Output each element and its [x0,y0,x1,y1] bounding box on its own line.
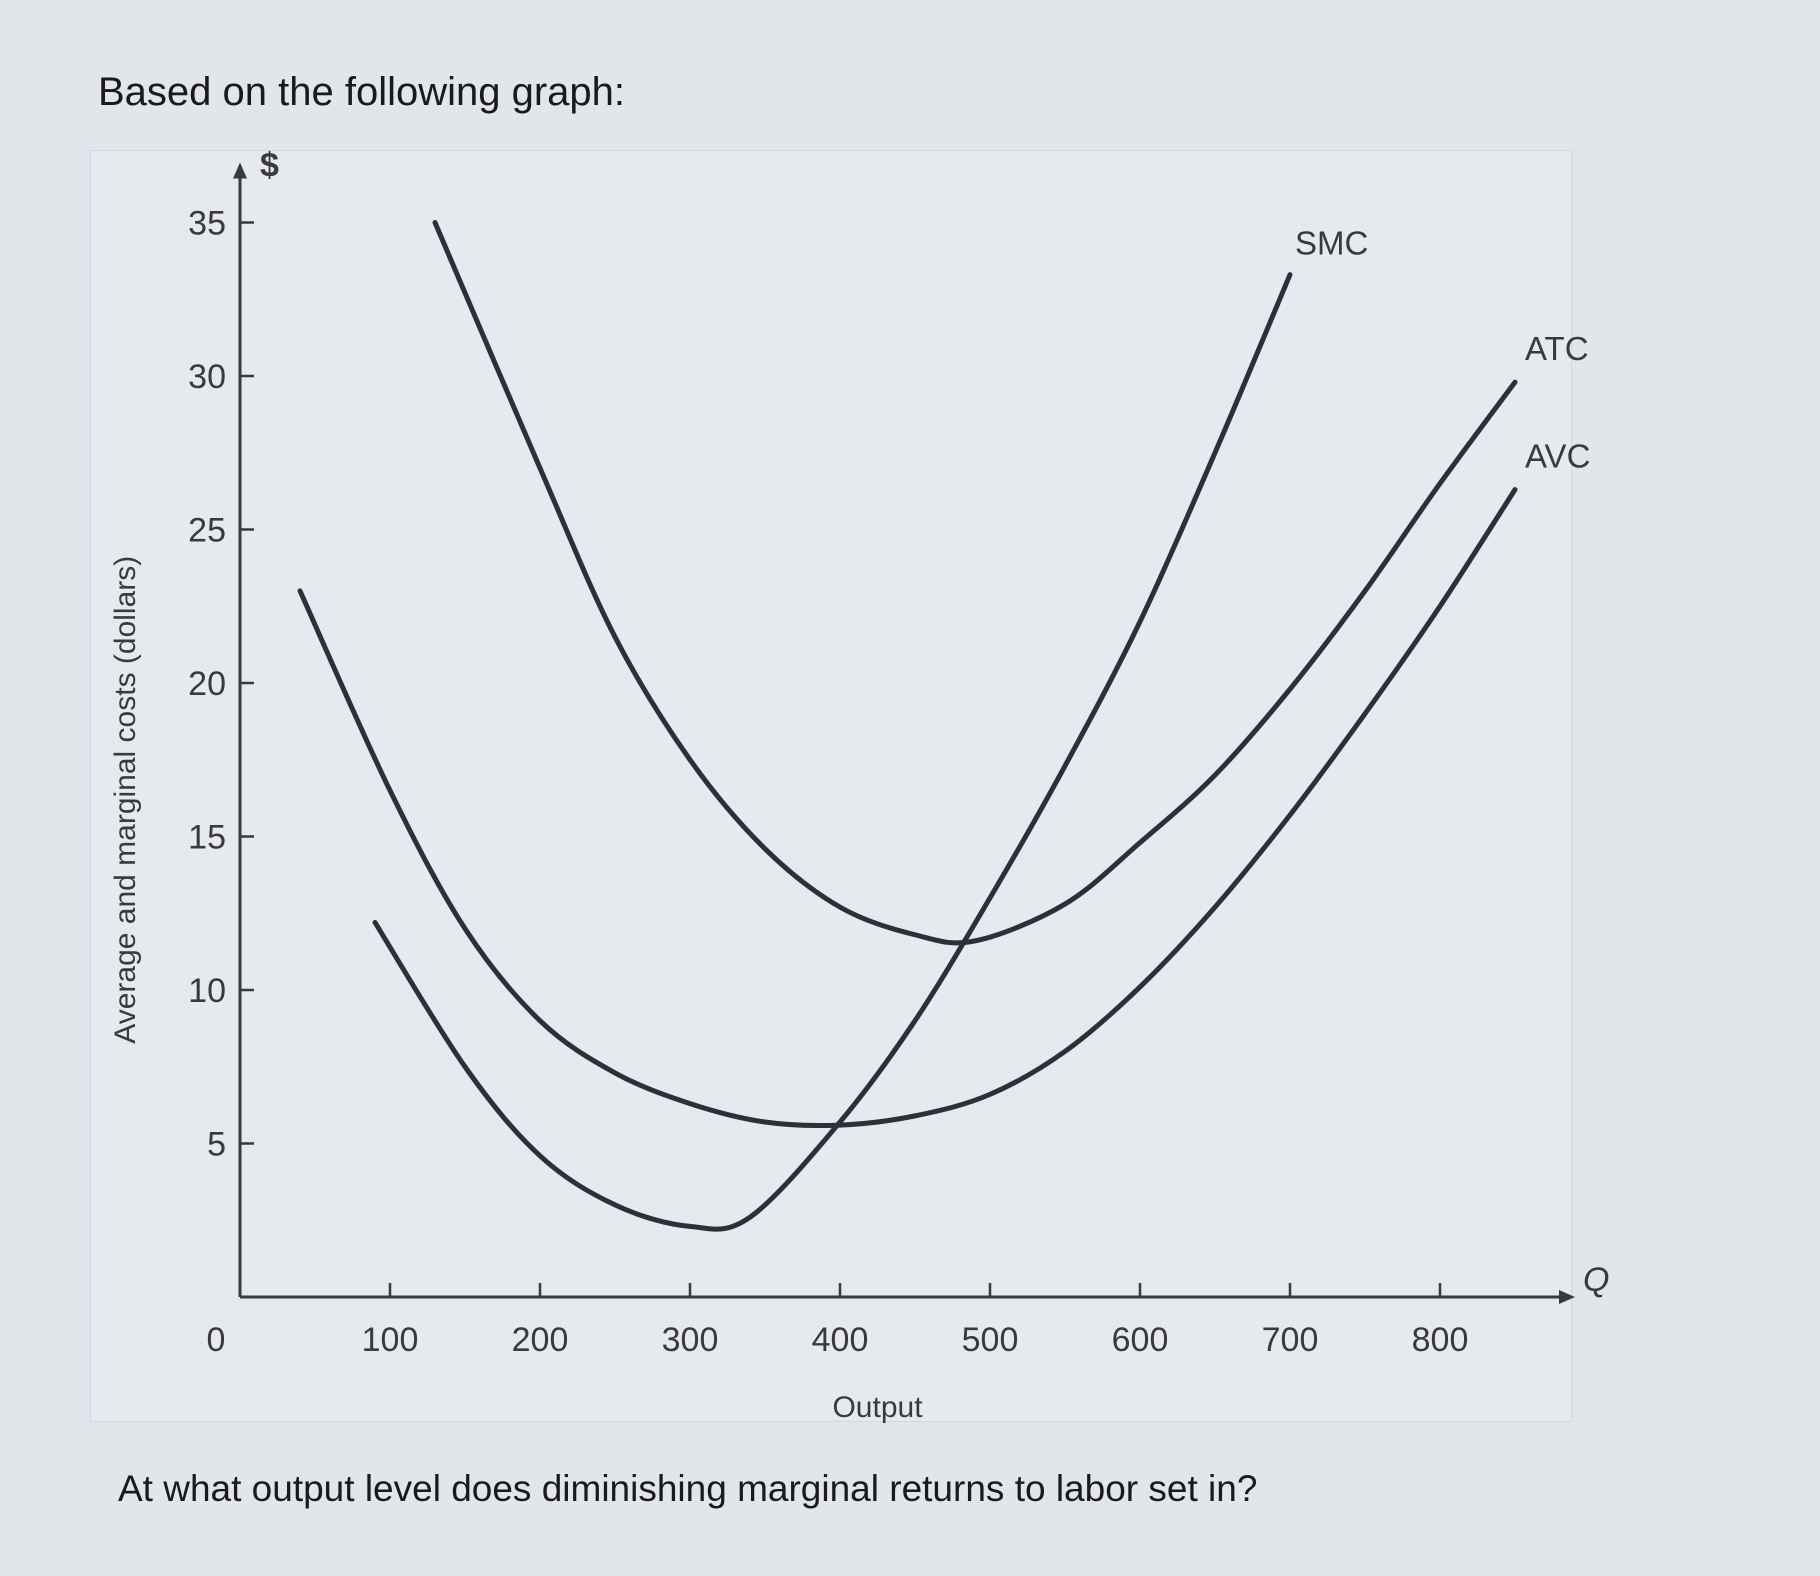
atc-label: ATC [1525,330,1589,367]
chart-axes [233,162,1575,1304]
avc-label: AVC [1525,438,1590,475]
x-axis-title: Output [832,1391,923,1424]
question-text: At what output level does diminishing ma… [118,1468,1258,1509]
y-tick-label: 20 [188,665,226,703]
x-tick-label: 200 [512,1321,569,1359]
y-tick-label: 10 [188,972,226,1010]
y-axis-symbol: $ [260,147,279,185]
x-tick-label: 400 [812,1321,869,1359]
chart-panel [90,150,1572,1422]
avc-curve [297,487,1518,1129]
x-tick-label: 700 [1262,1321,1319,1359]
chart-curves [297,220,1518,1232]
question-prompt: Based on the following graph: [98,70,626,114]
x-tick-label: 300 [662,1321,719,1359]
y-tick-label: 35 [188,205,226,243]
x-tick-label: 800 [1412,1321,1469,1359]
y-tick-label: 5 [207,1126,226,1164]
y-axis-arrow [233,162,247,179]
y-axis-title: Average and marginal costs (dollars) [109,556,142,1044]
chart-labels: $ Q Output Average and marginal costs (doll… [109,147,1609,1425]
x-tick-label: 500 [962,1321,1019,1359]
y-tick-label: 30 [188,358,226,396]
y-tick-label: 15 [188,819,226,857]
x-axis-arrow [1559,1290,1575,1304]
x-axis-symbol: Q [1583,1261,1609,1299]
x-tick-label: 600 [1112,1321,1169,1359]
x-tick-label: 0 [207,1321,226,1359]
x-tick-label: 100 [362,1321,419,1359]
chart-ticks: 5 10 15 20 25 30 35 0 100 200 300 400 500 600 700 800 [188,205,1468,1360]
atc-curve [432,220,1518,946]
smc-curve [372,272,1293,1232]
smc-label: SMC [1295,225,1368,262]
y-tick-label: 25 [188,512,226,550]
